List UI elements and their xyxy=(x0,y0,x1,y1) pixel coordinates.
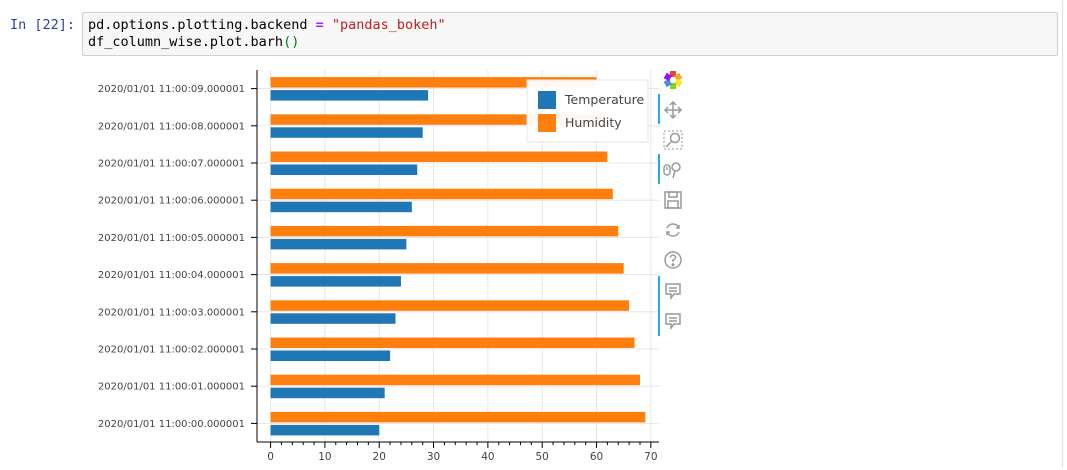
bar-temperature xyxy=(270,127,423,138)
legend-swatch xyxy=(538,91,556,109)
code-paren: () xyxy=(283,34,300,50)
code-string: "pandas_bokeh" xyxy=(331,17,446,33)
y-tick-label: 2020/01/01 11:00:06.000001 xyxy=(98,196,245,207)
input-prompt: In [22]: xyxy=(10,17,76,33)
legend-label: Humidity xyxy=(565,115,622,130)
bar-humidity xyxy=(270,188,613,200)
x-tick-label: 40 xyxy=(481,451,494,463)
legend-box xyxy=(526,79,649,143)
bar-temperature xyxy=(270,238,407,250)
save-icon[interactable] xyxy=(660,188,686,212)
bokeh-logo-icon[interactable] xyxy=(660,68,686,92)
chart-svg: 0 10 20 30 40 50 60 70 2020/01/01 11:00:00.00000… xyxy=(98,70,659,463)
bar-temperature xyxy=(270,424,380,436)
x-tick-label: 0 xyxy=(267,451,274,463)
x-tick-label: 70 xyxy=(644,451,657,463)
y-tick-label: 2020/01/01 11:00:04.000001 xyxy=(98,270,245,281)
y-tick-label: 2020/01/01 11:00:03.000001 xyxy=(98,307,245,318)
y-tick-label: 2020/01/01 11:00:01.000001 xyxy=(98,382,245,393)
y-tick-label: 2020/01/01 11:00:09.000001 xyxy=(98,84,245,95)
help-icon[interactable] xyxy=(660,248,686,272)
bar-humidity xyxy=(270,151,608,162)
pan-icon[interactable] xyxy=(660,98,686,122)
bar-temperature xyxy=(270,276,401,287)
code-line-2: df_column_wise.plot.barh() xyxy=(88,34,299,50)
x-tick-label: 30 xyxy=(427,451,440,463)
code-input[interactable]: pd.options.plotting.backend = "pandas_bo… xyxy=(82,12,1058,56)
code-token: pd.options.plotting.backend xyxy=(88,17,316,33)
y-tick-label: 2020/01/01 11:00:05.000001 xyxy=(98,233,245,244)
x-tick-label: 10 xyxy=(318,451,331,463)
wheel-zoom-icon[interactable] xyxy=(660,158,686,182)
code-line-1: pd.options.plotting.backend = "pandas_bo… xyxy=(88,17,446,33)
bar-temperature xyxy=(270,313,396,324)
bar-humidity xyxy=(270,411,646,423)
y-tick-label: 2020/01/01 11:00:08.000001 xyxy=(98,121,245,132)
y-tick-label: 2020/01/01 11:00:07.000001 xyxy=(98,159,245,170)
tool-active-indicator xyxy=(658,276,660,336)
x-tick-label: 50 xyxy=(536,451,549,463)
tool-active-indicator xyxy=(658,154,660,184)
y-tick-label: 2020/01/01 11:00:02.000001 xyxy=(98,345,245,356)
box-zoom-icon[interactable] xyxy=(660,128,686,152)
bar-humidity xyxy=(270,77,597,88)
reset-icon[interactable] xyxy=(660,218,686,242)
y-tick-label: 2020/01/01 11:00:00.000001 xyxy=(98,419,245,430)
x-tick-label: 60 xyxy=(590,451,603,463)
tool-active-indicator xyxy=(658,94,660,124)
bar-humidity xyxy=(270,263,624,274)
code-operator: = xyxy=(315,17,324,33)
bar-temperature xyxy=(270,164,418,175)
legend-label: Temperature xyxy=(564,92,644,107)
bar-temperature xyxy=(270,387,385,399)
hover-icon[interactable] xyxy=(660,309,686,333)
bar-temperature xyxy=(270,90,429,101)
legend-swatch xyxy=(538,114,556,132)
bar-temperature xyxy=(270,350,391,361)
bar-temperature xyxy=(270,201,412,213)
bar-humidity xyxy=(270,114,602,125)
bar-humidity xyxy=(270,300,630,311)
hover-icon[interactable] xyxy=(660,279,686,303)
bar-humidity xyxy=(270,225,619,237)
x-tick-label: 20 xyxy=(373,451,386,463)
bar-humidity xyxy=(270,337,635,348)
bar-chart[interactable]: 0 10 20 30 40 50 60 70 2020/01/01 11:00:00.00000… xyxy=(86,66,696,466)
plot-toolbar xyxy=(658,68,688,338)
code-token xyxy=(324,17,332,33)
bar-humidity xyxy=(270,374,640,386)
code-token: df_column_wise.plot.barh xyxy=(88,34,284,50)
